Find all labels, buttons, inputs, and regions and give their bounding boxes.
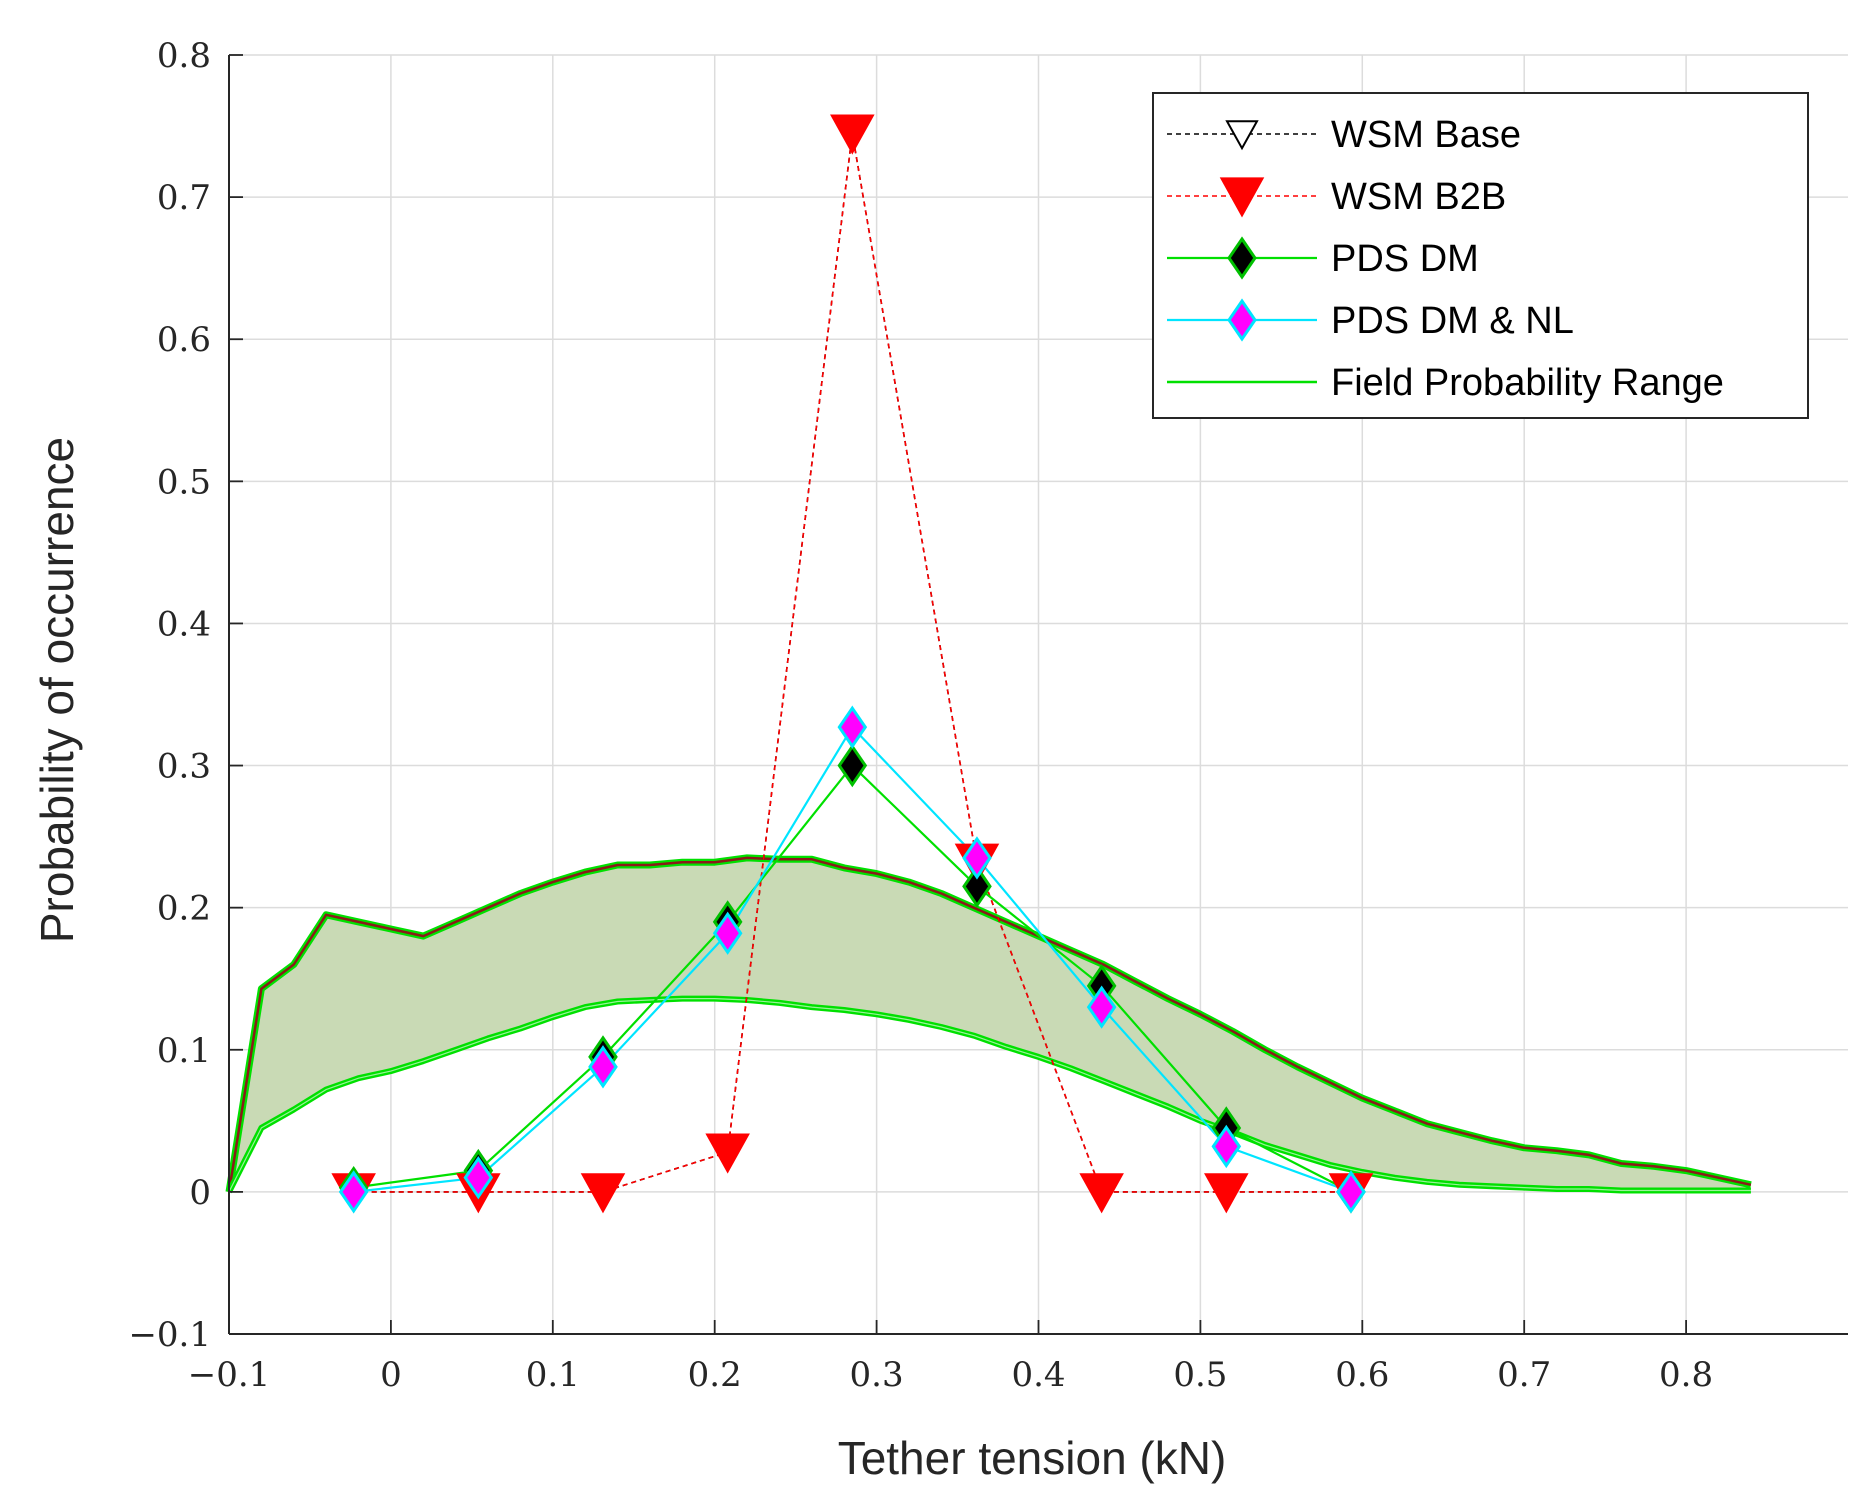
series-3-point-1 <box>463 1156 494 1200</box>
y-tick-label-6: 0.5 <box>157 462 211 502</box>
y-tick-label-7: 0.6 <box>157 320 211 360</box>
y-tick-label-3: 0.2 <box>157 889 211 929</box>
x-tick-label-4: 0.3 <box>850 1355 904 1395</box>
x-tick-label-3: 0.2 <box>688 1355 742 1395</box>
legend-marker-0 <box>1225 120 1259 151</box>
series-1-point-3 <box>705 1133 750 1174</box>
series-3-point-6 <box>1086 985 1117 1029</box>
y-tick-label-8: 0.7 <box>157 178 211 218</box>
field-range-fill <box>229 857 1751 1192</box>
series-3-point-3 <box>712 911 743 955</box>
x-axis-label: Tether tension (kN) <box>838 1432 1227 1484</box>
series-1-point-6 <box>1079 1173 1124 1214</box>
field-range-lower-highlight <box>228 997 1751 1193</box>
series-1-point-2 <box>580 1173 626 1214</box>
tick-labels: −0.1 0 0.1 0.2 0.3 0.4 0.5 0.6 0.7 0.8 −0.1 0 0.1 0.2… <box>128 36 1713 1395</box>
y-tick-label-9: 0.8 <box>157 36 211 76</box>
series-2-point-4 <box>837 743 868 788</box>
series-3-point-8 <box>1336 1170 1366 1214</box>
series-3-point-0 <box>338 1170 369 1214</box>
y-axis-label: Probability of occurrence <box>31 437 83 943</box>
legend-marker-1 <box>1219 177 1265 218</box>
legend-label-3: PDS DM & NL <box>1331 300 1574 342</box>
legend-label-4: Field Probability Range <box>1331 362 1724 404</box>
x-tick-label-7: 0.6 <box>1335 1355 1389 1395</box>
legend-marker-3 <box>1227 298 1257 342</box>
series-3-point-2 <box>588 1045 618 1089</box>
y-tick-label-0: −0.1 <box>128 1315 211 1355</box>
series-3-point-5 <box>962 836 992 880</box>
x-tick-label-1: 0 <box>380 1355 402 1395</box>
legend-label-2: PDS DM <box>1331 238 1479 280</box>
x-tick-label-0: −0.1 <box>188 1355 271 1395</box>
series-2-point-5 <box>962 864 992 909</box>
axes <box>228 54 1848 1335</box>
series-markers <box>331 114 1374 1214</box>
legend-label-1: WSM B2B <box>1331 176 1506 218</box>
x-tick-label-8: 0.7 <box>1497 1355 1551 1395</box>
field-range-upper-edge <box>227 856 1752 1193</box>
series-1-point-4 <box>830 114 875 155</box>
y-tick-label-4: 0.3 <box>157 747 211 787</box>
legend: WSM Base WSM B2B PDS DM PDS DM & NL Field Pr… <box>1152 92 1809 419</box>
legend-box <box>1152 92 1809 419</box>
field-probability-range <box>225 854 1752 1194</box>
legend-label-0: WSM Base <box>1331 114 1521 156</box>
x-tick-label-6: 0.5 <box>1173 1355 1227 1395</box>
x-tick-label-2: 0.1 <box>526 1355 580 1395</box>
y-tick-label-1: 0 <box>189 1173 211 1213</box>
x-tick-label-5: 0.4 <box>1011 1355 1065 1395</box>
series-1-point-7 <box>1204 1173 1249 1214</box>
y-tick-label-2: 0.1 <box>157 1031 211 1071</box>
legend-marker-2 <box>1227 236 1257 280</box>
y-tick-label-5: 0.4 <box>157 604 211 644</box>
series-3-point-4 <box>837 705 868 749</box>
series-3-point-7 <box>1211 1124 1242 1169</box>
x-tick-label-9: 0.8 <box>1659 1355 1713 1395</box>
